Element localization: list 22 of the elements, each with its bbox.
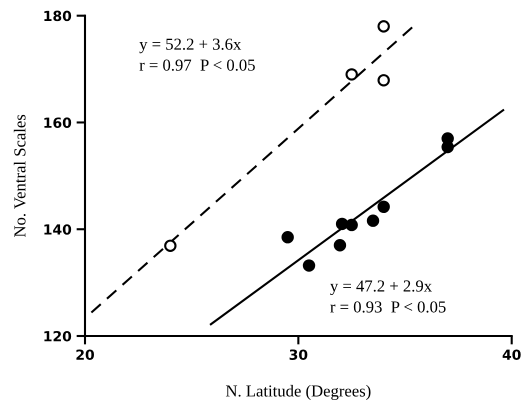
point xyxy=(334,239,346,252)
point xyxy=(336,218,348,230)
point xyxy=(164,240,177,252)
point xyxy=(377,200,390,214)
y-tick-label: 140 xyxy=(44,224,72,235)
point xyxy=(281,231,294,244)
x-tick-label: 40 xyxy=(502,349,521,360)
y-axis-title: No. Ventral Scales xyxy=(14,114,26,238)
x-tick-label: 30 xyxy=(290,349,308,360)
annotation: y = 52.2 + 3.6x r = 0.97 P < 0.05 xyxy=(139,38,255,71)
y-tick-label: 180 xyxy=(44,10,72,22)
annotation: y = 47.2 + 2.9x r = 0.93 P < 0.05 xyxy=(330,280,446,313)
point xyxy=(302,259,316,272)
point xyxy=(345,218,358,232)
x-tick-label: 20 xyxy=(76,349,94,360)
point xyxy=(366,214,380,227)
point xyxy=(345,68,358,81)
y-tick-label: 120 xyxy=(44,330,72,342)
point xyxy=(377,74,390,86)
x-axis-title: N. Latitude (Degrees) xyxy=(226,384,370,400)
point xyxy=(377,20,390,33)
y-tick-label: 160 xyxy=(44,117,72,128)
